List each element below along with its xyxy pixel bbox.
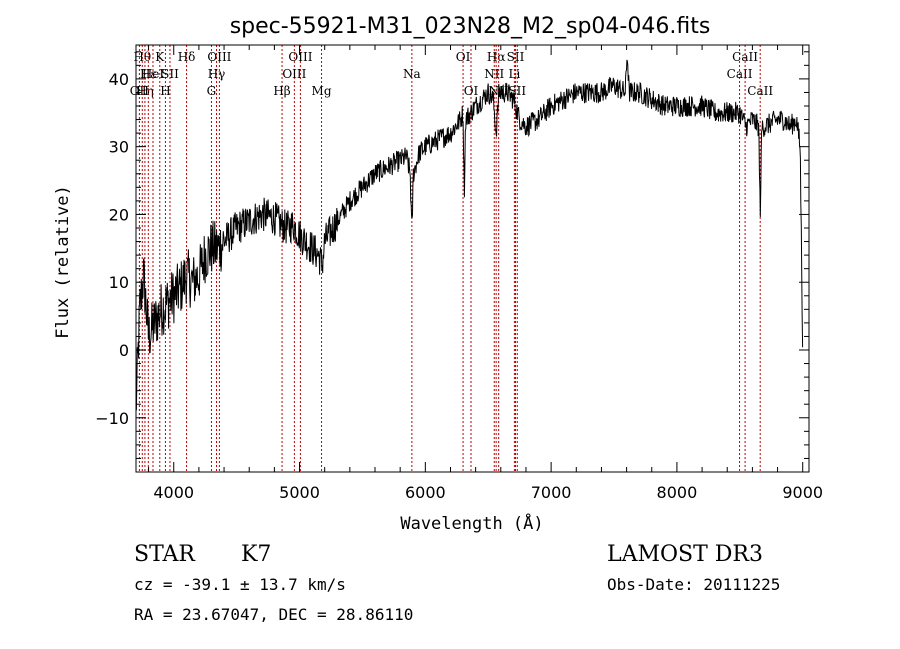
line-marker-label: Hα <box>487 50 506 64</box>
y-axis-ticks: −10 0 10 20 30 40 <box>95 51 809 459</box>
line-marker-label: NII <box>484 67 504 81</box>
x-tick-label: 5000 <box>279 483 320 502</box>
line-marker-label: CaII <box>747 84 773 98</box>
spectral-subclass: K7 <box>241 542 271 567</box>
x-tick-label: 6000 <box>405 483 446 502</box>
line-marker-label: OI <box>464 84 479 98</box>
line-marker-label: K <box>155 50 165 64</box>
object-class: STAR <box>134 542 196 567</box>
x-tick-label: 8000 <box>657 483 698 502</box>
y-tick-label: 0 <box>119 341 129 360</box>
y-tick-label: 30 <box>109 138 129 157</box>
line-marker-label: OIII <box>282 67 306 81</box>
x-tick-label: 7000 <box>531 483 572 502</box>
y-tick-label: 40 <box>109 70 129 89</box>
line-marker-label: Hδ <box>178 50 196 64</box>
spectrum-series <box>135 59 804 411</box>
line-marker-label: CaII <box>732 50 758 64</box>
spectrum-line <box>135 59 804 411</box>
line-marker-label: Hγ <box>208 67 226 81</box>
line-marker-label: OI <box>456 50 471 64</box>
y-tick-label: −10 <box>95 409 129 428</box>
x-tick-label: 9000 <box>782 483 823 502</box>
velocity-readout: cz = -39.1 ± 13.7 km/s <box>134 575 346 594</box>
line-marker-label: Mg <box>312 84 332 98</box>
line-marker-label: H <box>160 84 170 98</box>
x-axis-label: Wavelength (Å) <box>400 512 543 534</box>
line-marker-label: Hβ <box>273 84 290 98</box>
line-marker-label: OIII <box>288 50 312 64</box>
line-marker-label: HeI <box>142 67 165 81</box>
chart-title: spec-55921-M31_023N28_M2_sp04-046.fits <box>230 14 711 39</box>
survey-name: LAMOST DR3 <box>607 542 763 567</box>
x-tick-label: 4000 <box>153 483 194 502</box>
line-markers: OIIHθHηHεHeIKHSIIHδGHγOIIIHβOIIIOIIIMgNa… <box>130 45 773 472</box>
line-marker-label: SII <box>507 50 525 64</box>
line-marker-label: CaII <box>727 67 753 81</box>
line-marker-label: Hθ <box>133 50 151 64</box>
line-marker-label: G <box>207 84 217 98</box>
observation-date: Obs-Date: 20111225 <box>607 575 780 594</box>
line-marker-label: SII <box>161 67 179 81</box>
line-marker-label: OII <box>130 84 150 98</box>
plot-frame <box>135 44 810 473</box>
y-tick-label: 10 <box>109 273 129 292</box>
line-marker-label: Na <box>403 67 421 81</box>
coordinates-readout: RA = 23.67047, DEC = 28.86110 <box>134 605 413 624</box>
y-tick-label: 20 <box>109 205 129 224</box>
line-marker-label: Li <box>508 67 520 81</box>
line-marker-label: Hη <box>136 84 154 98</box>
y-axis-label: Flux (relative) <box>53 185 73 339</box>
line-marker-label: OIII <box>207 50 231 64</box>
x-axis-ticks: 4000 5000 6000 7000 8000 9000 <box>148 45 823 502</box>
